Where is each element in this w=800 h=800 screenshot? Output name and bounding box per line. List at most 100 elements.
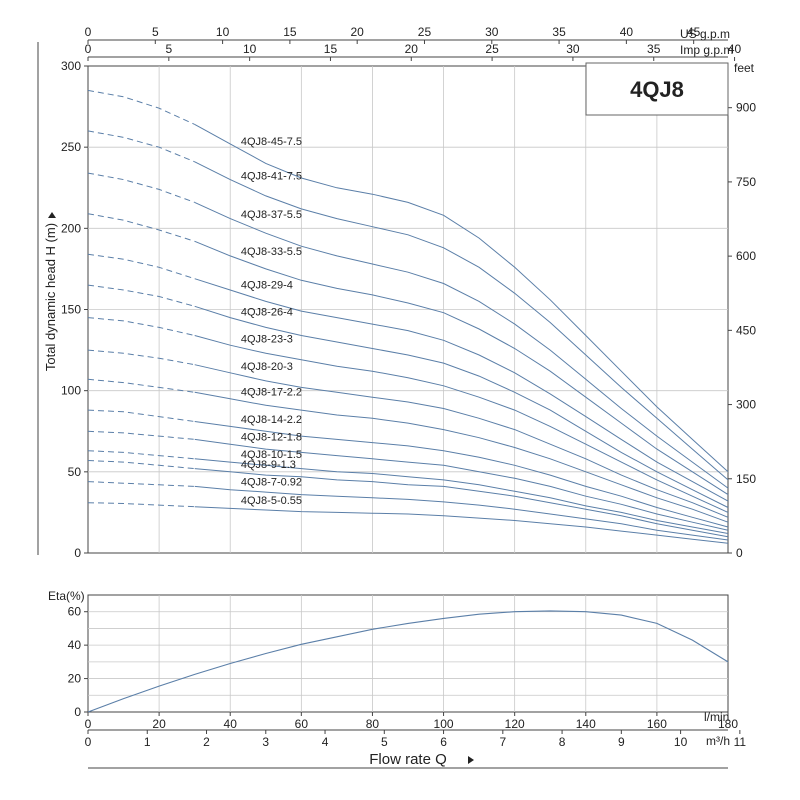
head-curve bbox=[194, 485, 729, 541]
head-curve bbox=[194, 438, 729, 531]
curve-label: 4QJ8-10-1.5 bbox=[241, 449, 302, 461]
y-right-tick-label: 750 bbox=[736, 175, 756, 189]
top-imp-tick-label: 25 bbox=[485, 42, 499, 56]
y-right-tick-label: 900 bbox=[736, 101, 756, 115]
y-tick-label: 200 bbox=[61, 221, 81, 235]
y-right-tick-label: 450 bbox=[736, 323, 756, 337]
head-curve bbox=[194, 305, 729, 508]
head-curve bbox=[194, 364, 729, 518]
curve-label: 4QJ8-20-3 bbox=[241, 361, 293, 373]
y-tick-label: 250 bbox=[61, 140, 81, 154]
head-curve-dashed bbox=[87, 409, 195, 422]
top-us-tick-label: 10 bbox=[216, 25, 230, 39]
head-curves: 4QJ8-45-7.5 4QJ8-41-7.5 4QJ8-37-5.5 4QJ8-33… bbox=[87, 89, 729, 544]
head-curve-dashed bbox=[87, 130, 195, 163]
m3h-tick-label: 2 bbox=[203, 735, 210, 749]
curve-label: 4QJ8-9-1.3 bbox=[241, 459, 296, 471]
head-curve-dashed bbox=[87, 317, 195, 336]
head-curve-dashed bbox=[87, 460, 195, 470]
head-curve-dashed bbox=[87, 253, 195, 280]
x-axis-arrow-icon bbox=[468, 756, 474, 764]
curve-label: 4QJ8-26-4 bbox=[241, 307, 293, 319]
head-curve bbox=[194, 458, 729, 534]
x-tick-label: 140 bbox=[576, 717, 596, 731]
x-tick-label: 60 bbox=[295, 717, 309, 731]
top-us-tick-label: 15 bbox=[283, 25, 297, 39]
top-imp-tick-label: 5 bbox=[165, 42, 172, 56]
y-tick-label: 100 bbox=[61, 384, 81, 398]
head-curve-dashed bbox=[87, 378, 195, 393]
m3h-tick-label: 1 bbox=[144, 735, 151, 749]
top-imp-tick-label: 35 bbox=[647, 42, 661, 56]
eta-tick-label: 60 bbox=[68, 605, 82, 619]
curve-label: 4QJ8-37-5.5 bbox=[241, 209, 302, 221]
head-curve bbox=[194, 278, 729, 502]
x-tick-label: 180 bbox=[718, 717, 738, 731]
head-curve bbox=[194, 335, 729, 513]
head-curve bbox=[194, 123, 729, 473]
y-tick-label: 300 bbox=[61, 59, 81, 73]
model-title-box: 4QJ8 bbox=[585, 62, 729, 116]
top-imp-tick-label: 30 bbox=[566, 42, 580, 56]
m3h-tick-label: 7 bbox=[499, 735, 506, 749]
head-curve-dashed bbox=[87, 430, 195, 440]
curve-label: 4QJ8-41-7.5 bbox=[241, 171, 302, 183]
x-axis-unit-m3h: m³/h bbox=[706, 734, 730, 748]
y-axis-title: Total dynamic head H (m) bbox=[43, 223, 58, 371]
head-curve bbox=[194, 506, 729, 544]
curve-label: 4QJ8-12-1.8 bbox=[241, 432, 302, 444]
y-right-tick-label: 150 bbox=[736, 472, 756, 486]
x-tick-label: 0 bbox=[85, 717, 92, 731]
head-curve-dashed bbox=[87, 172, 195, 203]
top-us-tick-label: 5 bbox=[152, 25, 159, 39]
top-us-tick-label: 35 bbox=[552, 25, 566, 39]
head-curve bbox=[194, 161, 729, 481]
top-imp-tick-label: 0 bbox=[85, 42, 92, 56]
chart-title: 4QJ8 bbox=[630, 77, 684, 102]
eta-tick-label: 0 bbox=[74, 705, 81, 719]
top-us-tick-label: 30 bbox=[485, 25, 499, 39]
y-right-tick-label: 0 bbox=[736, 546, 743, 560]
head-curve-dashed bbox=[87, 213, 195, 242]
eta-axis-title: Eta(%) bbox=[48, 589, 85, 603]
m3h-tick-label: 0 bbox=[85, 735, 92, 749]
top-axis-title-imp: Imp g.p.m bbox=[680, 43, 733, 57]
x-tick-label: 100 bbox=[434, 717, 454, 731]
head-curve bbox=[194, 468, 729, 538]
curve-label: 4QJ8-23-3 bbox=[241, 334, 293, 346]
head-chart-grid bbox=[37, 42, 729, 555]
top-imp-tick-label: 20 bbox=[405, 42, 419, 56]
curve-label: 4QJ8-5-0.55 bbox=[241, 495, 302, 507]
head-curve bbox=[194, 240, 729, 496]
efficiency-chart-grid bbox=[87, 594, 729, 713]
head-curve bbox=[194, 201, 729, 489]
curve-label: 4QJ8-29-4 bbox=[241, 279, 293, 291]
x-tick-label: 80 bbox=[366, 717, 380, 731]
y-axis-arrow-icon bbox=[48, 212, 56, 218]
m3h-tick-label: 3 bbox=[262, 735, 269, 749]
head-curve-dashed bbox=[87, 450, 195, 460]
top-us-tick-label: 20 bbox=[351, 25, 365, 39]
top-us-tick-label: 0 bbox=[85, 25, 92, 39]
eta-plot-frame bbox=[87, 594, 729, 713]
eta-tick-label: 20 bbox=[68, 672, 82, 686]
head-curve-dashed bbox=[87, 284, 195, 307]
m3h-tick-label: 9 bbox=[618, 735, 625, 749]
head-curve-dashed bbox=[87, 502, 195, 508]
head-curve-dashed bbox=[87, 481, 195, 487]
m3h-tick-label: 6 bbox=[440, 735, 447, 749]
head-curve bbox=[194, 421, 729, 528]
efficiency-curve bbox=[87, 610, 729, 713]
eta-tick-label: 40 bbox=[68, 638, 82, 652]
top-us-tick-label: 40 bbox=[620, 25, 634, 39]
m3h-tick-label: 10 bbox=[674, 735, 688, 749]
x-tick-label: 160 bbox=[647, 717, 667, 731]
m3h-tick-label: 11 bbox=[734, 735, 747, 749]
x-tick-label: 20 bbox=[152, 717, 166, 731]
x-axis-title: Flow rate Q bbox=[369, 751, 447, 768]
top-imp-tick-label: 15 bbox=[324, 42, 338, 56]
head-curve bbox=[194, 391, 729, 523]
y-tick-label: 50 bbox=[68, 465, 82, 479]
curve-label: 4QJ8-14-2.2 bbox=[241, 414, 302, 426]
y-right-axis-title: feet bbox=[734, 61, 755, 75]
